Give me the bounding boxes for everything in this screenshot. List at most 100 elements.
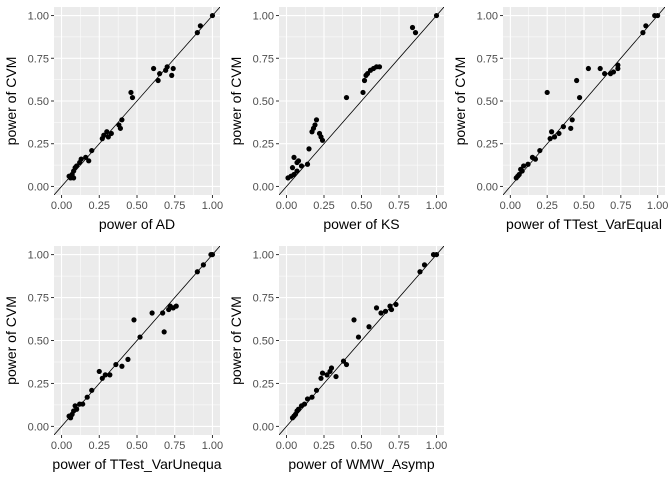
data-point	[157, 71, 163, 77]
data-point	[615, 62, 621, 68]
data-point	[161, 329, 167, 335]
y-tick-label: 0.75	[28, 293, 49, 305]
data-point	[119, 363, 125, 369]
data-point	[421, 262, 428, 268]
data-point	[164, 64, 170, 70]
x-tick-label: 1.00	[426, 440, 447, 452]
data-point	[519, 168, 525, 174]
scatter-panel-4: 0.00 0.25 0.50 0.75 1.00 0.00 0.25 0.50 0.75 1.00…	[3, 246, 223, 472]
x-tick-label: 0.75	[610, 200, 631, 212]
data-point	[537, 147, 543, 154]
data-point	[544, 89, 550, 96]
data-point	[655, 12, 661, 19]
data-point	[169, 72, 175, 78]
data-point	[433, 12, 440, 19]
data-point	[364, 71, 371, 77]
data-point	[74, 406, 80, 412]
x-tick-label: 0.00	[276, 440, 297, 452]
data-point	[549, 129, 555, 135]
data-point	[84, 394, 90, 400]
data-point	[200, 262, 206, 268]
data-point	[113, 361, 119, 368]
data-point	[355, 334, 362, 340]
data-point	[295, 158, 302, 164]
x-tick-label: 0.25	[89, 440, 110, 452]
data-point	[319, 137, 326, 143]
y-tick-label: 1.00	[477, 11, 498, 23]
data-point	[294, 168, 300, 174]
data-point	[376, 64, 383, 70]
data-point	[131, 317, 137, 323]
x-tick-label: 1.00	[647, 200, 668, 212]
data-point	[525, 161, 531, 167]
x-tick-label: 1.00	[426, 200, 447, 212]
data-point	[569, 117, 575, 123]
y-tick-label: 0.75	[477, 53, 498, 65]
data-point	[128, 89, 134, 96]
x-tick-label: 1.00	[202, 440, 223, 452]
x-tick-label: 0.50	[351, 200, 372, 212]
x-tick-label: 0.75	[164, 200, 185, 212]
data-point	[119, 117, 125, 123]
data-point	[318, 375, 324, 381]
x-tick-label: 0.75	[388, 440, 409, 452]
data-point	[640, 30, 646, 36]
data-point	[291, 154, 297, 160]
data-point	[643, 23, 649, 29]
data-point	[551, 134, 558, 140]
data-point	[137, 334, 143, 340]
data-point	[378, 310, 384, 316]
data-point	[360, 89, 366, 96]
y-tick-label: 0.00	[253, 421, 274, 433]
data-point	[560, 124, 566, 130]
data-point	[393, 301, 399, 308]
data-point	[597, 65, 603, 72]
x-tick-label: 0.00	[51, 440, 72, 452]
data-point	[610, 69, 617, 75]
data-point	[417, 269, 423, 275]
data-point	[83, 154, 89, 160]
data-point	[333, 373, 339, 380]
data-point	[291, 171, 297, 178]
data-point	[209, 251, 216, 258]
data-point	[521, 163, 527, 169]
data-point	[576, 94, 583, 101]
data-point	[532, 156, 539, 162]
data-point	[306, 146, 312, 152]
x-axis-title: power of AD	[99, 216, 175, 232]
data-point	[151, 65, 157, 72]
y-axis-title: power of CVM	[3, 296, 19, 385]
data-point	[361, 77, 368, 84]
y-axis-title: power of CVM	[452, 57, 468, 146]
x-tick-label: 0.25	[313, 200, 334, 212]
data-point	[556, 130, 562, 137]
x-tick-label: 0.75	[388, 200, 409, 212]
y-tick-label: 0.75	[253, 53, 274, 65]
data-point	[585, 65, 592, 72]
x-tick-label: 0.00	[276, 200, 297, 212]
data-point	[409, 24, 416, 31]
x-tick-label: 0.00	[500, 200, 521, 212]
y-tick-label: 0.25	[28, 378, 49, 390]
data-point	[101, 132, 107, 138]
y-tick-label: 1.00	[253, 250, 274, 262]
x-tick-label: 0.50	[573, 200, 594, 212]
data-point	[313, 117, 320, 123]
data-point	[373, 305, 380, 311]
data-point	[328, 365, 335, 371]
data-point	[160, 310, 166, 316]
data-point	[170, 65, 176, 72]
data-point	[343, 94, 350, 101]
data-point	[602, 71, 608, 77]
y-tick-label: 0.75	[253, 293, 274, 305]
y-tick-label: 0.25	[28, 139, 49, 151]
y-tick-label: 0.25	[477, 139, 498, 151]
data-point	[516, 171, 522, 178]
y-tick-label: 0.25	[253, 139, 274, 151]
y-tick-label: 1.00	[28, 11, 49, 23]
data-point	[89, 387, 95, 393]
data-point	[319, 370, 326, 376]
y-tick-label: 0.00	[28, 181, 49, 193]
y-tick-label: 0.00	[477, 181, 498, 193]
